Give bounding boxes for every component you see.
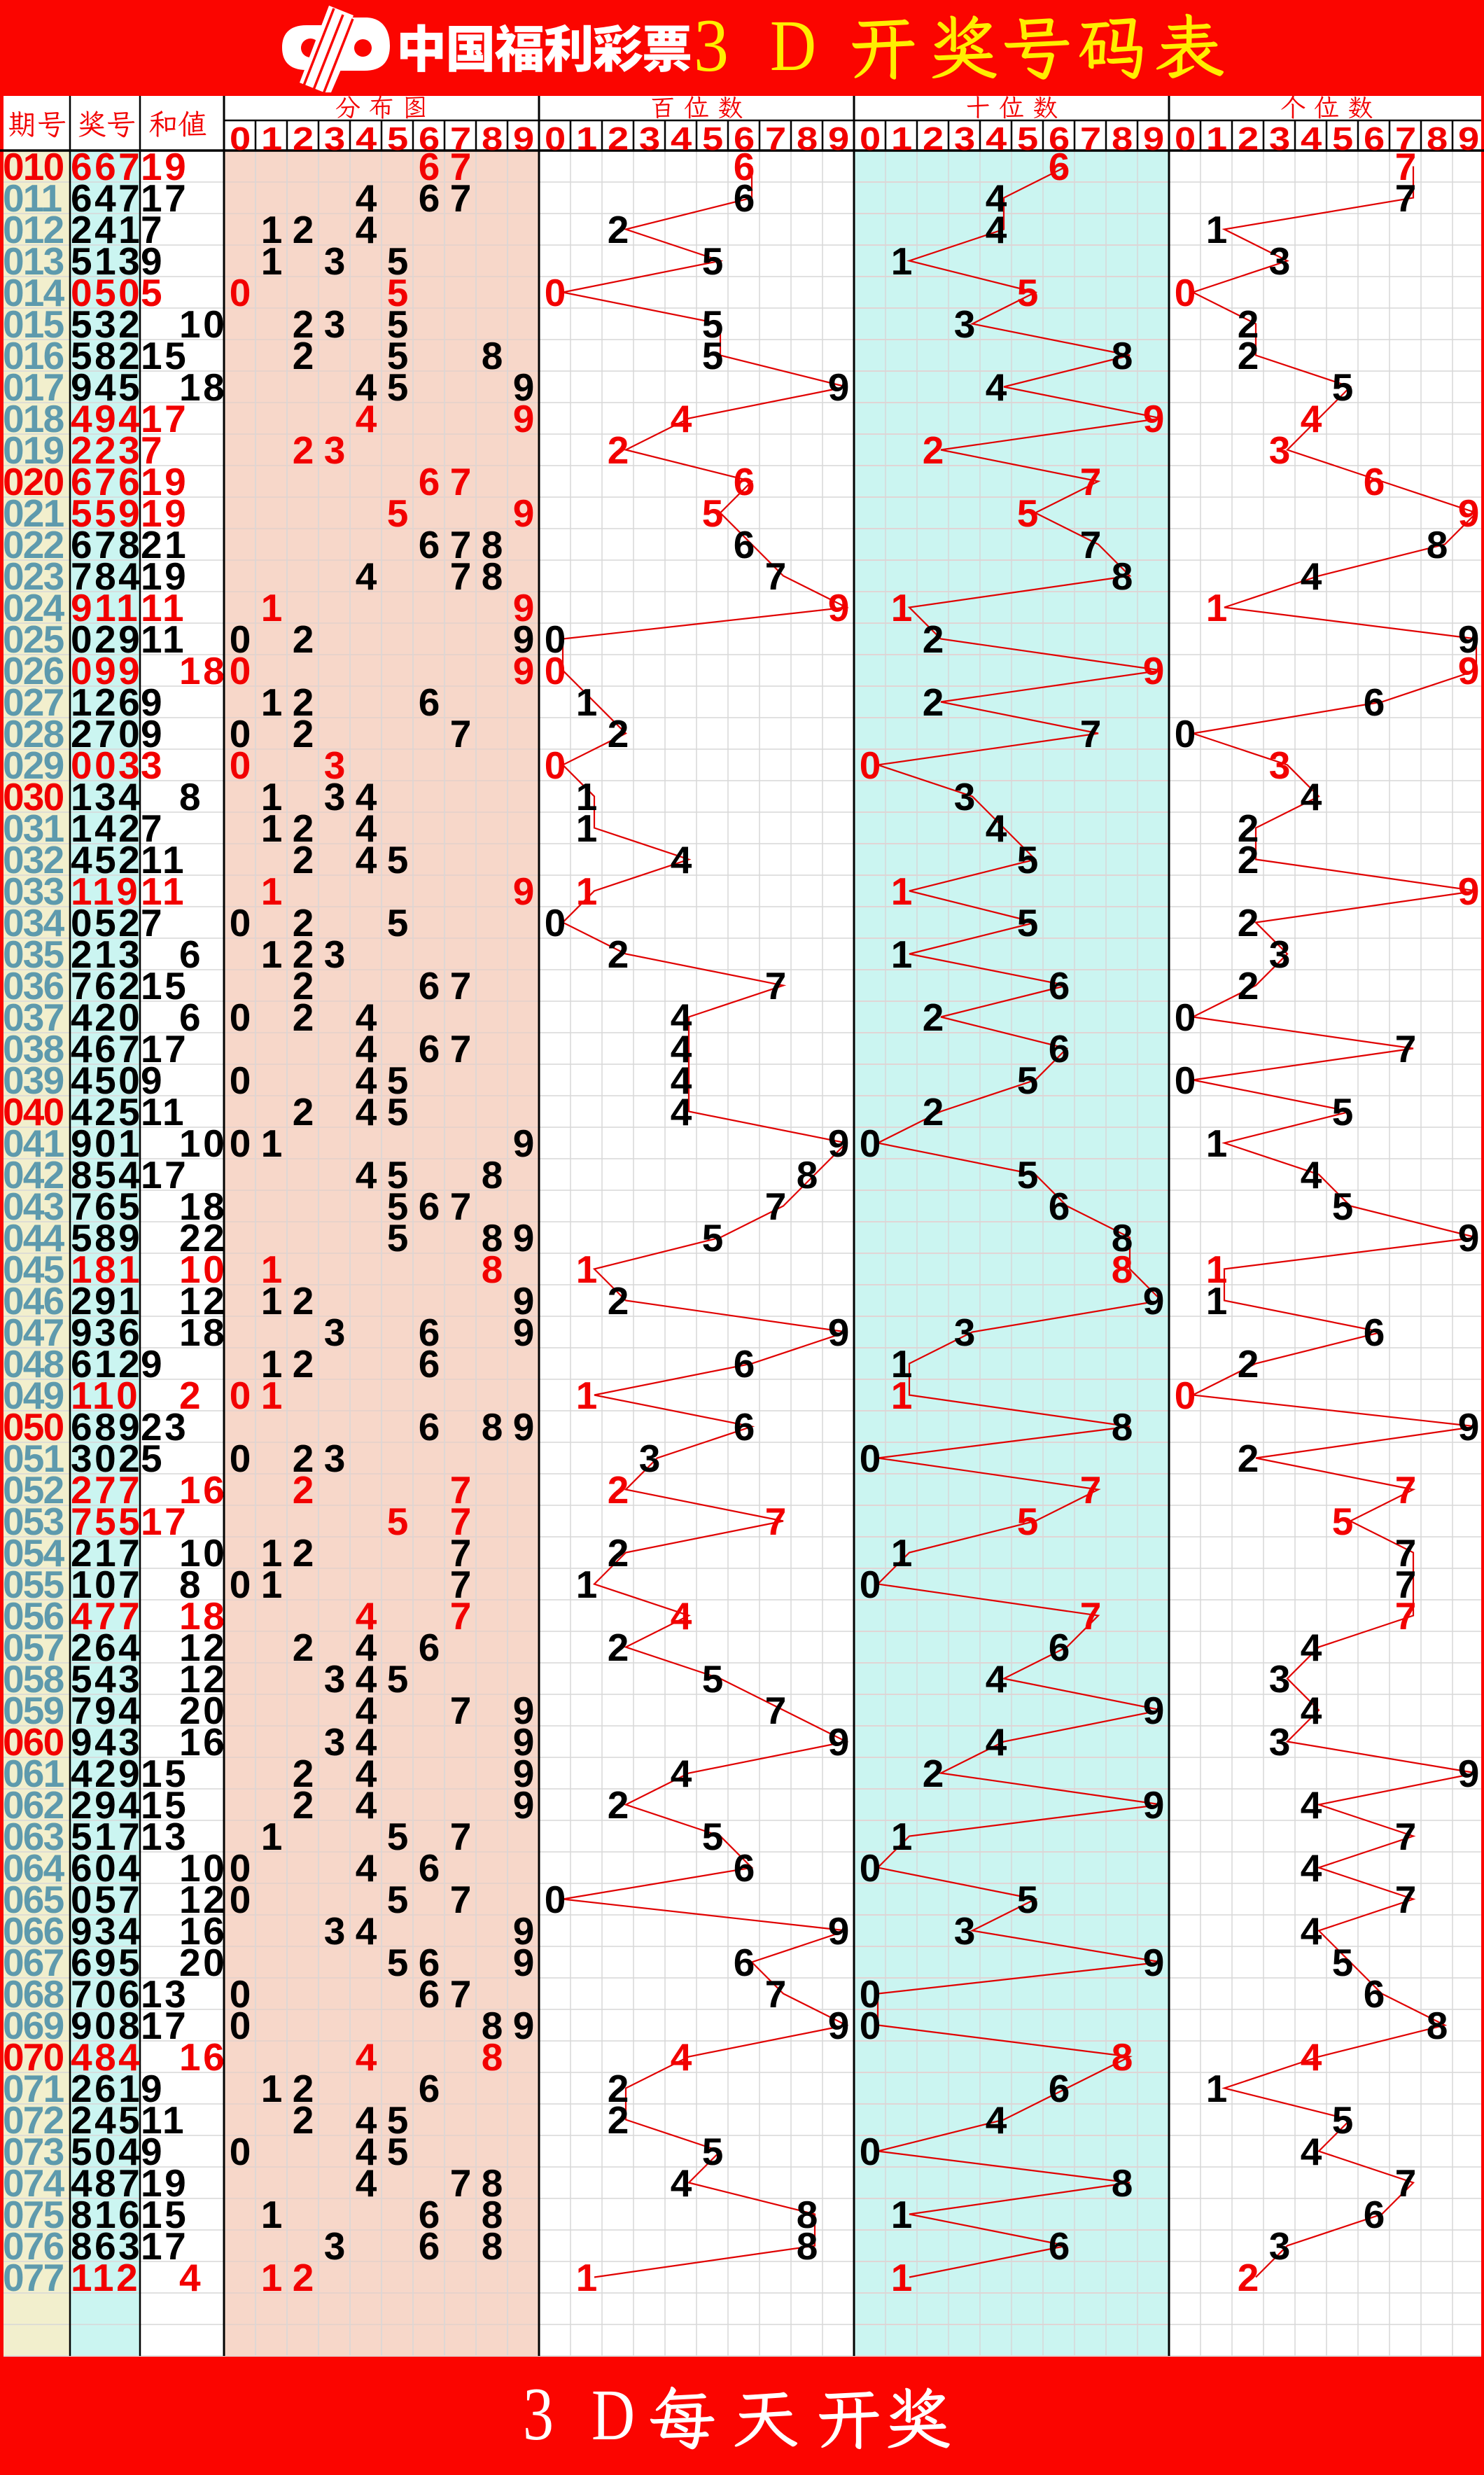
svg-text:3: 3 xyxy=(523,2373,554,2456)
svg-text:D: D xyxy=(592,2375,635,2455)
svg-text:3: 3 xyxy=(694,4,729,88)
svg-text:D: D xyxy=(770,6,816,86)
